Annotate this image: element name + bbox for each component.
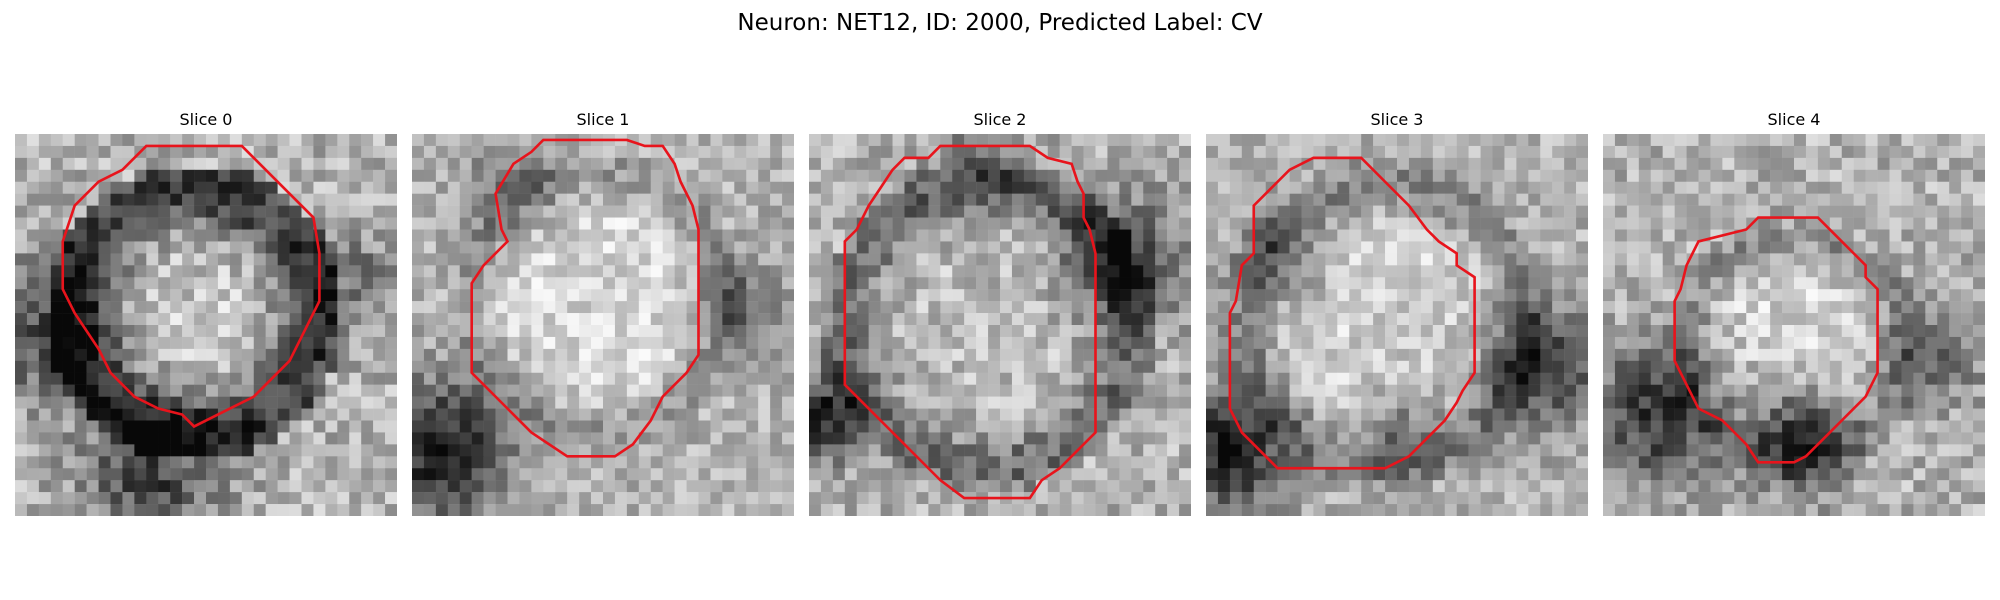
- segmentation-contour: [61, 144, 321, 429]
- slice-image: [809, 134, 1191, 516]
- slice-panel-0: Slice 0: [15, 110, 397, 516]
- slice-image: [1603, 134, 1985, 516]
- slice-panel-2: Slice 2: [809, 110, 1191, 516]
- slice-image: [15, 134, 397, 516]
- slice-title: Slice 3: [1370, 110, 1424, 129]
- slice-image: [1206, 134, 1588, 516]
- slice-image: [412, 134, 794, 516]
- slice-title: Slice 2: [973, 110, 1027, 129]
- slice-panel-1: Slice 1: [412, 110, 794, 516]
- segmentation-contour: [470, 138, 700, 458]
- segmentation-contour: [843, 144, 1097, 500]
- segmentation-contour: [1673, 216, 1879, 464]
- segmentation-contour: [1228, 156, 1476, 470]
- slice-title: Slice 1: [576, 110, 630, 129]
- slice-title: Slice 0: [179, 110, 233, 129]
- slice-title: Slice 4: [1767, 110, 1821, 129]
- figure-title: Neuron: NET12, ID: 2000, Predicted Label…: [737, 10, 1263, 36]
- slice-panel-3: Slice 3: [1206, 110, 1588, 516]
- slice-panel-4: Slice 4: [1603, 110, 1985, 516]
